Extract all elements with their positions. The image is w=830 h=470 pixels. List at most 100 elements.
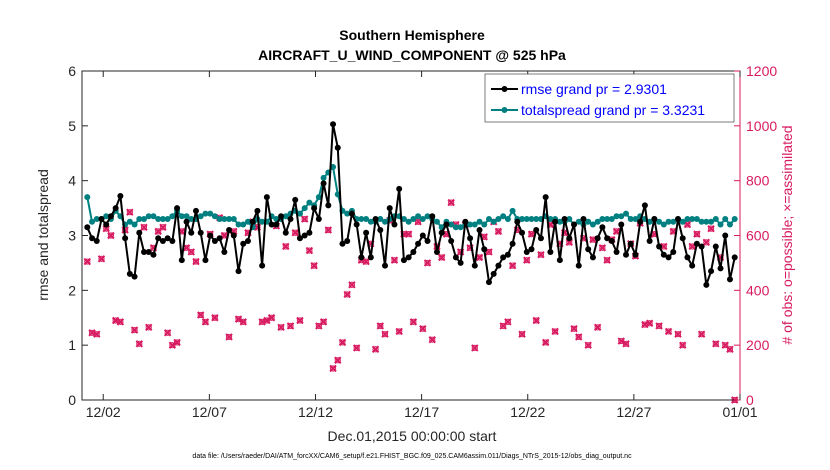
obs-point (371, 345, 380, 353)
obs-ring (703, 239, 710, 246)
obs-ring (377, 322, 384, 330)
spread-point (93, 216, 100, 223)
rmse-point (471, 262, 478, 269)
spread-point (556, 218, 563, 225)
obs-ring (533, 317, 540, 324)
spread-point (575, 218, 582, 225)
obs-point (494, 227, 503, 236)
obs-ring (424, 259, 431, 267)
obs-point (679, 341, 687, 349)
obs-point (645, 319, 654, 327)
x-tick-label: 12/02 (86, 404, 121, 420)
obs-point (338, 338, 347, 347)
spread-point (410, 216, 417, 223)
obs-ring (188, 248, 195, 256)
rmse-point (296, 235, 303, 242)
rmse-point (547, 248, 554, 255)
rmse-point (419, 232, 426, 239)
rmse-point (197, 229, 204, 236)
rmse-point (226, 227, 233, 234)
rmse-point (174, 205, 181, 212)
spread-point (452, 224, 459, 231)
obs-ring (164, 329, 171, 336)
obs-point (603, 256, 611, 264)
rmse-point (273, 221, 280, 228)
spread-point (656, 218, 663, 225)
obs-point (381, 330, 389, 338)
rmse-point (126, 270, 133, 277)
rmse-point (571, 221, 578, 228)
obs-point (598, 244, 607, 252)
obs-point (409, 318, 418, 326)
rmse-point (731, 254, 738, 261)
rmse-point (556, 257, 563, 264)
y-axis-right-label: # of obs: o=possible; ×=assimilated (779, 125, 795, 344)
spread-point (419, 216, 426, 223)
obs-ring (495, 228, 502, 235)
obs-ring (84, 258, 91, 265)
y-tick-label: 4 (68, 173, 76, 189)
obs-point (343, 290, 351, 299)
rmse-point (240, 240, 247, 247)
spread-point (660, 221, 667, 228)
rmse-point (575, 262, 582, 269)
rmse-point (523, 248, 530, 255)
obs-ring (622, 340, 630, 347)
spread-point (400, 216, 407, 223)
obs-point (107, 231, 115, 240)
spread-point (613, 213, 620, 220)
obs-ring (311, 262, 318, 269)
rmse-point (537, 235, 544, 242)
legend-spread-label: totalspread grand pr = 3.3231 (521, 102, 705, 118)
y-tick-label: 5 (68, 118, 76, 134)
obs-ring (396, 328, 403, 335)
obs-point (291, 229, 299, 237)
rmse-point (216, 235, 223, 242)
obs-ring (646, 320, 653, 327)
obs-ring (528, 231, 535, 238)
obs-ring (301, 215, 308, 223)
obs-ring (504, 318, 511, 325)
rmse-point (594, 235, 601, 242)
spread-point (618, 213, 625, 220)
obs-ring (306, 247, 313, 254)
obs-point (135, 340, 143, 348)
rmse-point (164, 235, 171, 242)
spread-point (141, 216, 148, 223)
rmse-point (552, 218, 559, 225)
spread-point (599, 216, 606, 223)
spread-point (519, 216, 526, 223)
rmse-point (377, 227, 384, 234)
obs-ring (726, 346, 734, 353)
rmse-point (679, 235, 686, 242)
rmse-point (254, 207, 261, 214)
rmse-point (500, 254, 507, 261)
obs-ring (98, 255, 105, 262)
spread-point (627, 216, 634, 223)
y-right-tick-label: 0 (746, 392, 754, 408)
rmse-point (476, 227, 483, 234)
obs-point (282, 242, 290, 251)
obs-point (211, 314, 219, 322)
obs-ring (320, 318, 327, 325)
rmse-point (358, 254, 365, 261)
rmse-point (717, 265, 724, 272)
rmse-point (708, 268, 715, 275)
y-tick-label: 6 (68, 63, 76, 79)
obs-ring (585, 342, 592, 349)
rmse-point (698, 243, 705, 250)
obs-point (324, 226, 333, 234)
rmse-point (722, 232, 729, 239)
x-axis-label: Dec.01,2015 00:00:00 start (328, 428, 497, 444)
rmse-point (155, 235, 162, 242)
rmse-point (183, 218, 190, 225)
obs-point (541, 338, 550, 347)
spread-point (178, 213, 185, 220)
spread-point (235, 221, 242, 228)
obs-ring (429, 336, 436, 343)
obs-point (83, 257, 92, 266)
rmse-point (490, 270, 497, 277)
spread-point (528, 216, 535, 223)
obs-point (93, 330, 101, 338)
spread-point (358, 216, 365, 223)
